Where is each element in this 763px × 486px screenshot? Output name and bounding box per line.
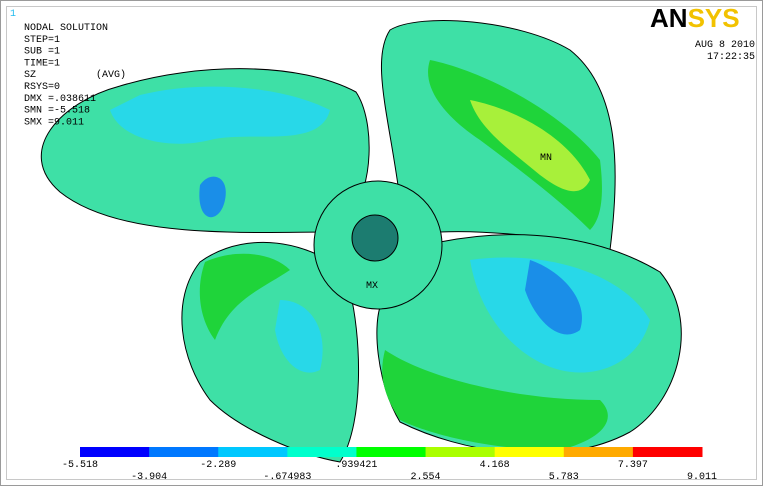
time: 17:22:35: [707, 52, 755, 63]
info-line: STEP=1: [24, 35, 60, 46]
info-line: RSYS=0: [24, 82, 60, 93]
date: AUG 8 2010: [695, 40, 755, 51]
legend-label: .939421: [335, 460, 377, 471]
info-line: (AVG): [96, 69, 126, 81]
legend-label: -3.904: [131, 472, 167, 483]
legend-label: -5.518: [62, 460, 98, 471]
legend-swatch: [149, 447, 219, 457]
window-number: 1: [10, 9, 16, 20]
legend-swatch: [356, 447, 426, 457]
legend-label: 7.397: [618, 460, 648, 471]
info-line: SUB =1: [24, 47, 60, 58]
min-marker: MN: [540, 153, 552, 164]
logo: ANSYS: [650, 3, 740, 33]
max-marker: MX: [366, 281, 378, 292]
info-line: SMX =9.011: [24, 117, 84, 128]
legend-label: 5.783: [549, 472, 579, 483]
legend-swatch: [495, 447, 565, 457]
legend-swatch: [218, 447, 288, 457]
legend-label: -.674983: [263, 472, 311, 483]
legend-swatch: [564, 447, 634, 457]
legend-swatch: [80, 447, 150, 457]
info-line: DMX =.038611: [24, 94, 96, 105]
legend-swatch: [426, 447, 496, 457]
info-line: SZ: [24, 70, 36, 81]
legend-swatch: [287, 447, 357, 457]
legend-label: 9.011: [687, 472, 717, 483]
legend-label: -2.289: [200, 460, 236, 471]
info-line: SMN =-5.518: [24, 106, 90, 117]
hub-bore: [352, 215, 398, 261]
legend-swatch: [633, 447, 703, 457]
legend-label: 4.168: [480, 460, 510, 471]
info-line: TIME=1: [24, 58, 60, 69]
legend-label: 2.554: [411, 472, 441, 483]
screen: 1 NODAL SOLUTIONSTEP=1SUB =1TIME=1SZ (AVG…: [0, 0, 763, 486]
info-line: NODAL SOLUTION: [24, 23, 108, 34]
